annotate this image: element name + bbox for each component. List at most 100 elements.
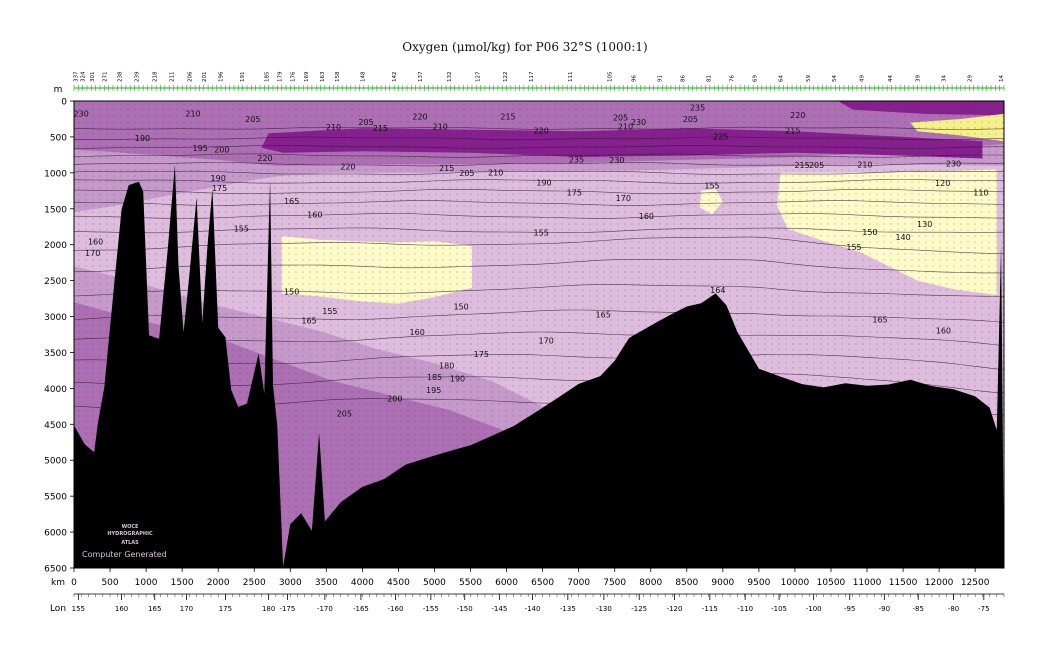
contour-label: 210 — [618, 122, 633, 131]
x-tick-label: 12500 — [961, 578, 990, 588]
contour-label: 180 — [439, 362, 454, 371]
station-label: 271 — [102, 72, 108, 83]
station-label: 122 — [503, 72, 509, 83]
contour-label: 175 — [474, 350, 489, 359]
station-label: 137 — [418, 71, 424, 82]
station-label: 324 — [81, 71, 87, 82]
contour-label: 220 — [257, 154, 272, 163]
contour-label: 155 — [846, 243, 861, 252]
contour-label: 165 — [284, 197, 299, 206]
station-label: 69 — [753, 75, 759, 82]
station-label: 169 — [304, 71, 310, 82]
lon-tick-label: -140 — [525, 605, 541, 613]
contour-label: 120 — [935, 179, 950, 188]
lon-tick-label: -85 — [912, 605, 923, 613]
station-label: 76 — [730, 75, 736, 82]
x-tick-label: 3500 — [315, 578, 338, 588]
x-tick-label: 500 — [101, 578, 118, 588]
contour-label: 215 — [500, 112, 515, 121]
station-label: 337 — [73, 71, 79, 82]
lon-tick-label: -175 — [279, 605, 295, 613]
contour-label: 220 — [790, 111, 805, 120]
contour-label: 150 — [453, 303, 468, 312]
y-tick-label: 6000 — [44, 529, 67, 539]
contour-label: 220 — [534, 127, 549, 136]
contour-label: 205 — [358, 118, 373, 127]
lon-tick-label: -150 — [457, 605, 473, 613]
contour-label: 220 — [412, 112, 427, 121]
y-tick-label: 1500 — [44, 205, 67, 215]
x-tick-label: 7500 — [603, 578, 626, 588]
contour-label: 110 — [973, 189, 988, 198]
y-tick-label: 4000 — [44, 385, 67, 395]
contour-label: 225 — [713, 132, 728, 141]
lon-tick-label: -170 — [317, 605, 333, 613]
x-tick-label: 2500 — [243, 578, 266, 588]
contour-label: 210 — [488, 168, 503, 177]
station-label: 111 — [568, 72, 574, 83]
station-label: 105 — [608, 71, 614, 82]
x-tick-label: 1000 — [135, 578, 158, 588]
contour-label: 210 — [433, 122, 448, 131]
lon-tick-label: -135 — [560, 605, 576, 613]
station-label: 158 — [335, 71, 341, 82]
contour-label: 210 — [326, 123, 341, 132]
x-tick-label: 6500 — [531, 578, 554, 588]
station-label: 54 — [832, 75, 838, 82]
lon-tick-label: -110 — [737, 605, 753, 613]
contour-label: 155 — [234, 224, 249, 233]
contour-label: 230 — [609, 156, 624, 165]
contour-label: 185 — [427, 373, 442, 382]
x-tick-label: 10500 — [817, 578, 846, 588]
x-tick-label: 9500 — [747, 578, 770, 588]
contour-label: 235 — [690, 104, 705, 113]
station-label: 196 — [218, 71, 224, 82]
station-label: 211 — [169, 72, 175, 83]
lon-tick-label: -160 — [388, 605, 404, 613]
contour-label: 170 — [85, 249, 100, 258]
lon-tick-label: -75 — [978, 605, 989, 613]
y-tick-label: 1000 — [44, 169, 67, 179]
contour-label: 200 — [387, 395, 402, 404]
lon-tick-label: 175 — [219, 605, 232, 613]
contour-label: 165 — [872, 316, 887, 325]
contour-label: 205 — [245, 115, 260, 124]
lon-tick-label: -155 — [423, 605, 439, 613]
station-label: 201 — [202, 72, 208, 83]
contour-label: 205 — [809, 161, 824, 170]
station-label: 39 — [916, 75, 922, 82]
lon-tick-label: -145 — [491, 605, 507, 613]
station-label: 127 — [476, 71, 482, 82]
station-label: 176 — [290, 71, 296, 82]
contour-label: 190 — [211, 174, 226, 183]
lon-tick-label: -120 — [667, 605, 683, 613]
seafloor-bathymetry — [74, 164, 1004, 568]
lon-tick-label: -125 — [631, 605, 647, 613]
contour-label: 130 — [917, 220, 932, 229]
contour-label: 215 — [794, 161, 809, 170]
station-label: 14 — [999, 75, 1005, 82]
y-tick-label: 3000 — [44, 313, 67, 323]
lon-tick-label: -115 — [702, 605, 718, 613]
x-tick-label: 9000 — [711, 578, 734, 588]
watermark-line-3: ATLAS — [121, 540, 139, 546]
x-tick-label: 8500 — [675, 578, 698, 588]
contour-label: 205 — [683, 115, 698, 124]
station-label: 132 — [447, 72, 453, 83]
y-tick-label: 6500 — [44, 565, 67, 575]
x-tick-label: 7000 — [567, 578, 590, 588]
x-tick-label: 0 — [71, 578, 77, 588]
contour-label: 190 — [450, 375, 465, 384]
station-label: 49 — [859, 75, 865, 82]
contour-label: 155 — [534, 229, 549, 238]
station-label: 91 — [657, 75, 663, 82]
watermark-line-1: WOCE — [122, 524, 139, 530]
contour-label: 160 — [410, 328, 425, 337]
station-label: 191 — [240, 72, 246, 83]
y-tick-label: 2000 — [44, 241, 67, 251]
y-tick-label: 0 — [61, 98, 67, 108]
station-label: 148 — [360, 71, 366, 82]
contour-label: 155 — [704, 181, 719, 190]
